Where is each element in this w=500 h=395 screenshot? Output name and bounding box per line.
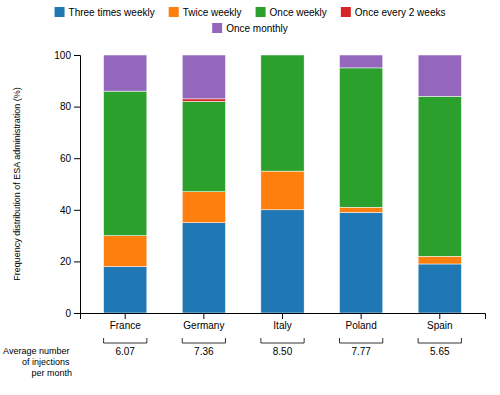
bar — [261, 171, 304, 210]
bar — [340, 55, 383, 68]
bar — [418, 96, 461, 256]
legend-label: Once weekly — [270, 7, 327, 18]
annotation-line: Average number — [3, 346, 69, 356]
average-label: 8.50 — [273, 346, 293, 357]
bar — [182, 99, 225, 102]
y-tick: 40 — [60, 205, 80, 216]
y-tick: 20 — [60, 256, 80, 267]
legend-item: Twice weekly — [169, 7, 242, 18]
x-tick: Germany — [183, 313, 224, 331]
bar — [104, 267, 147, 313]
legend-item: Once every 2 weeks — [341, 7, 446, 18]
chart: 0 20 40 60 80 100 France Germany Italy Poland Spai… — [0, 0, 500, 395]
legend-swatch — [169, 7, 179, 17]
x-tick: Spain — [427, 313, 453, 331]
legend: Three times weekly Twice weekly Once weekl… — [55, 7, 446, 34]
legend-label: Twice weekly — [183, 7, 242, 18]
bar — [340, 212, 383, 313]
tick-mark — [74, 261, 80, 262]
legend-swatch — [256, 7, 266, 17]
bar — [418, 264, 461, 313]
x-axis: France Germany Italy Poland Spain — [81, 313, 486, 331]
bar — [182, 192, 225, 223]
bar — [261, 55, 304, 171]
x-tick: France — [110, 313, 142, 331]
legend-item: Three times weekly — [55, 7, 155, 18]
legend-item: Once weekly — [256, 7, 327, 18]
tick-mark — [74, 158, 80, 159]
legend-label: Once monthly — [226, 23, 288, 34]
annotation-line: per month — [31, 368, 72, 378]
bracket — [104, 338, 147, 343]
bar — [261, 55, 304, 56]
series — [104, 55, 462, 99]
tick-label: France — [110, 320, 142, 331]
legend-label: Three times weekly — [69, 7, 155, 18]
tick-mark — [74, 210, 80, 211]
series — [182, 99, 225, 102]
annotation: 6.07 7.36 8.50 7.77 5.65 Average number of in… — [3, 338, 461, 378]
bracket — [182, 338, 225, 343]
tick-label: Italy — [273, 320, 291, 331]
legend-swatch — [212, 23, 222, 33]
series — [104, 55, 462, 256]
legend-swatch — [341, 7, 351, 17]
bar — [340, 68, 383, 207]
tick-label: 80 — [60, 101, 72, 112]
bars — [104, 55, 462, 313]
series — [104, 210, 462, 313]
tick-mark — [74, 55, 80, 56]
bar — [418, 55, 461, 96]
axis-line — [74, 56, 81, 314]
axis-line — [81, 314, 486, 320]
average-label: 5.65 — [430, 346, 450, 357]
tick-label: 20 — [60, 256, 72, 267]
tick-mark — [74, 313, 80, 314]
x-tick: Italy — [273, 313, 291, 331]
tick-label: 0 — [65, 308, 71, 319]
average-label: 6.07 — [115, 346, 135, 357]
tick-label: 60 — [60, 153, 72, 164]
tick-label: 40 — [60, 205, 72, 216]
legend-item: Once monthly — [212, 23, 288, 34]
bar — [261, 55, 304, 56]
tick-mark — [282, 313, 283, 319]
y-tick: 100 — [54, 50, 80, 61]
bracket — [340, 338, 383, 343]
bar — [340, 207, 383, 212]
bar — [182, 55, 225, 99]
y-tick: 0 — [65, 308, 80, 319]
bar — [104, 236, 147, 267]
tick-label: Poland — [346, 320, 377, 331]
bar — [261, 210, 304, 313]
tick-label: 100 — [54, 50, 71, 61]
tick-mark — [203, 313, 204, 319]
average-label: 7.77 — [351, 346, 371, 357]
y-axis: 0 20 40 60 80 100 — [54, 50, 80, 319]
tick-label: Germany — [183, 320, 224, 331]
bar — [104, 55, 147, 91]
bar — [104, 91, 147, 235]
y-tick: 60 — [60, 153, 80, 164]
x-tick: Poland — [346, 313, 377, 331]
series — [104, 171, 462, 266]
annotation-text: Average number of injections per month — [3, 346, 72, 378]
bar — [182, 101, 225, 191]
tick-mark — [74, 107, 80, 108]
y-tick: 80 — [60, 101, 80, 112]
bracket — [418, 338, 461, 343]
plot: 0 20 40 60 80 100 France Germany Italy Poland Spai… — [3, 50, 485, 378]
bar — [182, 223, 225, 313]
legend-label: Once every 2 weeks — [355, 7, 446, 18]
tick-mark — [125, 313, 126, 319]
y-axis-label: Frequency distribution of ESA administra… — [12, 87, 22, 281]
average-label: 7.36 — [194, 346, 214, 357]
tick-mark — [439, 313, 440, 319]
legend-swatch — [55, 7, 65, 17]
bracket — [261, 338, 304, 343]
tick-mark — [361, 313, 362, 319]
annotation-line: of injections — [22, 357, 70, 367]
bar — [418, 256, 461, 264]
tick-label: Spain — [427, 320, 453, 331]
